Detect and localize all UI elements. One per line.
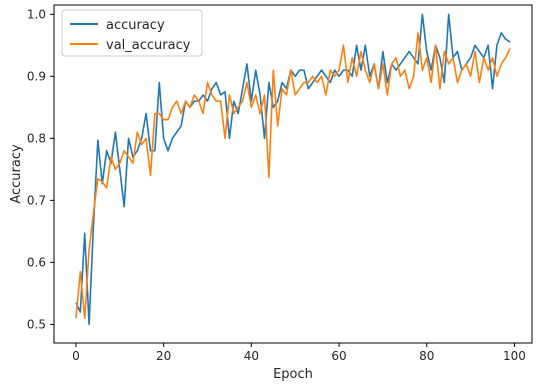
x-tick-label: 60 [331,349,346,363]
y-tick-label: 0.5 [27,317,46,331]
x-tick-label: 80 [419,349,434,363]
x-tick-label: 20 [156,349,171,363]
y-tick-label: 0.9 [27,69,46,83]
plot-lines [75,13,511,326]
axes [53,4,533,344]
legend: accuracy val_accuracy [61,9,203,57]
legend-label-val-accuracy: val_accuracy [106,38,191,53]
y-tick-label: 0.7 [27,193,46,207]
legend-label-accuracy: accuracy [106,18,165,33]
x-axis-ticks: 0 20 40 60 80 100 [72,343,526,363]
y-axis-ticks: 0.5 0.6 0.7 0.8 0.9 1.0 [27,7,54,331]
y-tick-label: 0.8 [27,131,46,145]
x-axis-label: Epoch [273,367,313,382]
x-tick-label: 0 [72,349,80,363]
plot-frame [53,4,533,344]
y-tick-label: 1.0 [27,7,46,21]
series-line-val-accuracy [75,32,511,319]
series-line-accuracy [75,13,511,326]
x-tick-label: 100 [503,349,526,363]
x-tick-label: 40 [244,349,259,363]
y-tick-label: 0.6 [27,255,46,269]
y-axis-label: Accuracy [9,144,24,204]
